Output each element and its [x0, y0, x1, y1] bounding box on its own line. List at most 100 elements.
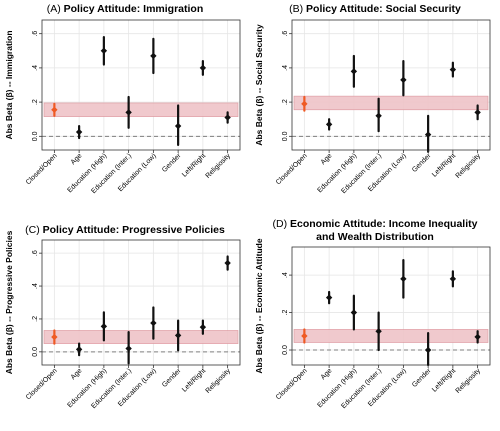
x-tick-label: Age: [70, 152, 84, 166]
panel-title-text: Policy Attitude: Immigration: [63, 3, 204, 15]
point-estimate: [375, 112, 382, 119]
x-tick-label: Left/Right: [431, 367, 457, 393]
panel-title-text: Economic Attitude: Income Inequality: [290, 218, 478, 230]
y-tick-label: .4: [32, 283, 39, 289]
x-tick-label: Closed/Open: [25, 152, 59, 186]
x-tick-label: Age: [70, 367, 84, 381]
point-estimate: [150, 52, 157, 60]
x-tick-label: Religiosity: [455, 367, 483, 395]
point-estimate: [100, 323, 108, 330]
y-tick-label: .6: [32, 250, 39, 256]
x-tick-label: Gender: [411, 367, 433, 389]
point-estimate: [174, 332, 182, 339]
point-estimate: [449, 66, 457, 73]
reference-band: [43, 330, 239, 344]
point-estimate: [474, 109, 481, 116]
reference-band: [293, 329, 489, 343]
x-tick-label: Closed/Open: [25, 367, 59, 401]
x-tick-label: Religiosity: [205, 152, 233, 180]
panel-label: (C): [25, 224, 40, 236]
reference-band: [43, 102, 239, 117]
y-tick-label: 0.0: [282, 131, 289, 141]
plot-frame: [41, 239, 241, 366]
point-estimate: [75, 346, 83, 353]
x-tick-label: Gender: [161, 152, 183, 174]
point-estimate: [301, 100, 308, 108]
x-tick-label: Religiosity: [455, 152, 483, 180]
reference-band: [293, 95, 489, 111]
point-estimate: [199, 323, 207, 331]
point-estimate: [350, 68, 358, 75]
plot-frame: [291, 246, 491, 366]
x-tick-label: Age: [320, 152, 334, 166]
point-estimate: [350, 309, 358, 316]
y-tick-label: 0.0: [282, 345, 289, 355]
point-estimate: [400, 275, 407, 283]
panel-title-text: Policy Attitude: Progressive Policies: [42, 224, 225, 236]
panel-title: (C) Policy Attitude: Progressive Policie…: [0, 224, 250, 236]
point-estimate: [100, 47, 108, 54]
panel-title: (A) Policy Attitude: Immigration: [0, 3, 250, 15]
point-estimate: [224, 259, 231, 267]
panel-label: (A): [46, 3, 61, 15]
point-estimate: [51, 106, 58, 114]
y-axis-title: Abs Beta (β) -- Economic Attitude: [254, 238, 264, 373]
x-tick-label: Left/Right: [431, 152, 457, 178]
y-tick-label: .6: [282, 31, 289, 37]
point-estimate: [375, 328, 382, 335]
x-tick-label: Left/Right: [181, 367, 207, 393]
x-tick-label: Gender: [161, 367, 183, 389]
y-tick-label: .4: [282, 272, 289, 278]
panel-title-text: Policy Attitude: Social Security: [306, 3, 461, 15]
panel-title: (D) Economic Attitude: Income Inequality: [250, 218, 500, 230]
point-estimate: [174, 122, 182, 130]
panel-a: (A) Policy Attitude: Immigration 0.0 .2 .4…: [0, 0, 250, 215]
panel-b: (B) Policy Attitude: Social Security 0.0…: [250, 0, 500, 215]
point-estimate: [199, 64, 207, 72]
y-tick-label: .6: [32, 31, 39, 37]
chart-d: 0.0 .2 .4 Abs Beta (β) -- Economic Attitude…: [254, 238, 491, 410]
chart-a: 0.0 .2 .4 .6 Abs Beta (β) -- Immigration Clos…: [4, 19, 241, 195]
x-tick-label: Closed/Open: [275, 367, 309, 401]
x-tick-label: Gender: [411, 152, 433, 174]
y-tick-label: .2: [32, 99, 39, 105]
y-tick-label: .2: [282, 99, 289, 105]
point-estimate: [51, 333, 58, 341]
point-estimate: [424, 131, 432, 138]
point-estimate: [400, 76, 407, 84]
panel-title: (B) Policy Attitude: Social Security: [250, 3, 500, 15]
chart-c: 0.0 .2 .4 .6 Abs Beta (β) -- Progressive Pol…: [4, 230, 241, 410]
y-axis-title: Abs Beta (β) -- Immigration: [4, 30, 14, 139]
panel-label: (B): [289, 3, 304, 15]
y-axis-title: Abs Beta (β) -- Progressive Policies: [4, 230, 14, 374]
point-estimate: [325, 294, 333, 301]
point-estimate: [474, 333, 481, 341]
x-tick-label: Religiosity: [205, 367, 233, 395]
plot-frame: [41, 19, 241, 151]
panel-label: (D): [272, 218, 288, 230]
y-tick-label: 0.0: [32, 347, 39, 357]
y-tick-label: .4: [282, 65, 289, 71]
point-estimate: [224, 114, 231, 121]
panel-d: (D) Economic Attitude: Income Inequality…: [250, 215, 500, 431]
point-estimate: [301, 332, 308, 340]
y-tick-label: .2: [282, 310, 289, 316]
x-tick-label: Age: [320, 367, 334, 381]
y-tick-label: .2: [32, 316, 39, 322]
y-tick-label: .4: [32, 65, 39, 71]
panel-title-line2: and Wealth Distribution: [316, 231, 434, 243]
plot-frame: [291, 19, 491, 151]
chart-b: 0.0 .2 .4 .6 Abs Beta (β) -- Social Security…: [254, 19, 491, 195]
point-estimate: [125, 345, 132, 352]
point-estimate: [325, 121, 333, 128]
point-estimate: [424, 346, 432, 354]
point-estimate: [449, 275, 457, 283]
y-axis-title: Abs Beta (β) -- Social Security: [254, 24, 264, 146]
x-tick-label: Closed/Open: [275, 152, 309, 186]
point-estimate: [125, 109, 132, 116]
y-tick-label: 0.0: [32, 131, 39, 141]
x-tick-label: Left/Right: [181, 152, 207, 178]
point-estimate: [150, 319, 157, 327]
point-estimate: [75, 128, 83, 136]
